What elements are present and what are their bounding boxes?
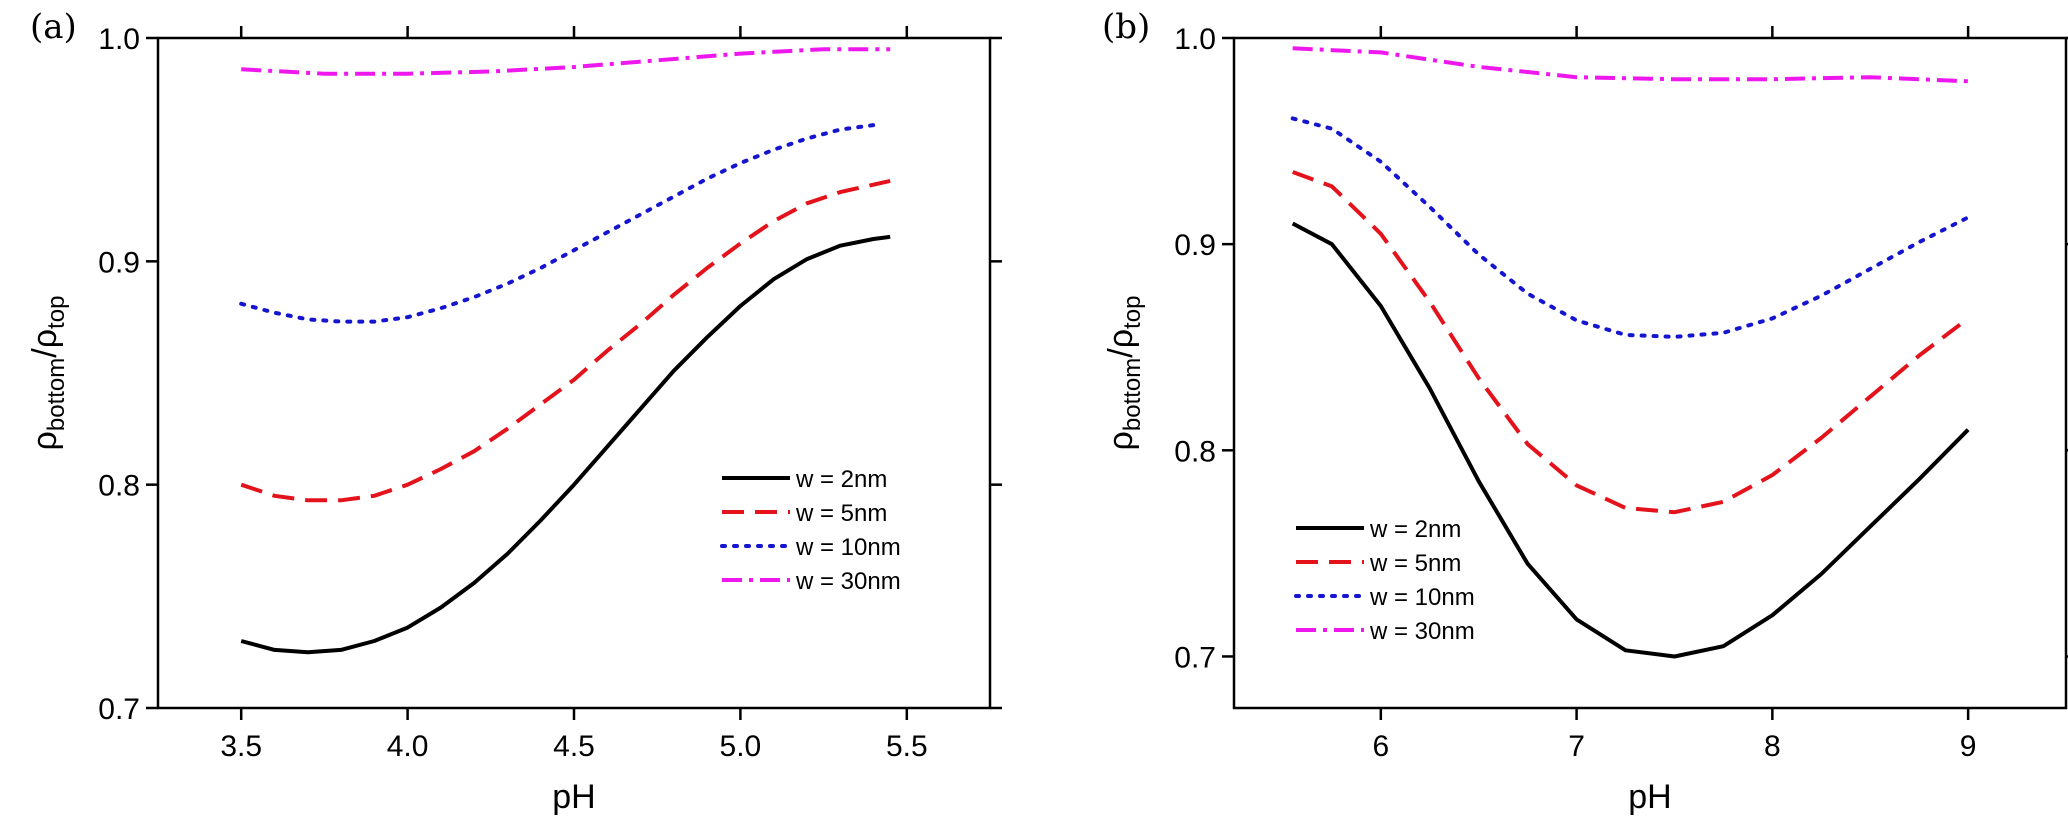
y-title-sub-bottom: bottom <box>43 358 70 431</box>
x-tick-label: 5.5 <box>886 730 928 763</box>
plot-frame <box>1232 36 2068 710</box>
x-tick-label: 8 <box>1764 730 1781 763</box>
legend-label: w = 5nm <box>1369 550 1461 577</box>
y-tick-label: 0.9 <box>98 246 140 279</box>
x-axis: 3.5 4.0 4.5 5.0 5.5 <box>220 26 928 763</box>
legend-label: w = 30nm <box>795 568 901 595</box>
series-line-4 <box>241 47 891 76</box>
series-line-4 <box>1292 46 1969 84</box>
y-axis-title: ρbottom/ρtop <box>26 296 70 451</box>
y-title-sub-bottom: bottom <box>1119 358 1146 431</box>
y-axis: 0.7 0.8 0.9 1.0 <box>1174 23 2068 674</box>
x-tick-label: 5.0 <box>720 730 762 763</box>
series-line-3 <box>1290 116 1971 339</box>
x-tick-label: 4.0 <box>387 730 429 763</box>
legend-label: w = 2nm <box>795 466 887 493</box>
series-line-3 <box>239 123 876 324</box>
x-tick-label: 4.5 <box>553 730 595 763</box>
y-tick-label: 0.7 <box>98 693 140 726</box>
plot-frame <box>156 36 992 710</box>
y-tick-label: 1.0 <box>1174 23 1216 56</box>
legend: w = 2nm w = 5nm w = 10nm w = 30nm <box>1294 516 1475 645</box>
x-axis: 6 7 8 9 <box>1372 26 1976 763</box>
x-axis-title: pH <box>552 778 595 816</box>
x-axis-title: pH <box>1628 778 1671 816</box>
y-title-sub-top: top <box>43 296 70 329</box>
y-tick-label: 0.7 <box>1174 641 1216 674</box>
y-tick-label: 1.0 <box>98 23 140 56</box>
y-axis: 0.7 0.8 0.9 1.0 <box>98 23 1002 726</box>
x-tick-label: 6 <box>1372 730 1389 763</box>
series-line-1 <box>1291 221 1970 659</box>
series-layer <box>1290 46 1971 659</box>
y-tick-label: 0.8 <box>98 470 140 503</box>
y-title-rho: ρ <box>1102 431 1140 450</box>
legend-label: w = 30nm <box>1369 618 1475 645</box>
y-title-slash-rho: /ρ <box>1102 329 1140 358</box>
y-title-sub-top: top <box>1119 296 1146 329</box>
panel-label: (a) <box>30 7 77 47</box>
x-tick-label: 3.5 <box>220 730 262 763</box>
panel-b: (b) 6 7 8 9 0.7 0.8 0.9 1.0 pH ρbottom/ρtop w … <box>1102 7 2068 816</box>
legend-label: w = 5nm <box>795 500 887 527</box>
y-axis-title: ρbottom/ρtop <box>1102 296 1146 451</box>
series-line-2 <box>240 178 891 503</box>
series-line-1 <box>240 234 891 655</box>
legend-label: w = 10nm <box>795 534 901 561</box>
legend-label: w = 2nm <box>1369 516 1461 543</box>
legend: w = 2nm w = 5nm w = 10nm w = 30nm <box>720 466 901 595</box>
y-tick-label: 0.9 <box>1174 229 1216 262</box>
panel-a: (a) 3.5 4.0 4.5 5.0 5.5 0.7 0.8 0.9 1.0 pH ρbot… <box>26 7 1002 816</box>
series-line-2 <box>1292 170 1970 515</box>
y-title-rho: ρ <box>26 431 64 450</box>
legend-label: w = 10nm <box>1369 584 1475 611</box>
panel-label: (b) <box>1102 7 1150 47</box>
series-layer <box>239 47 891 655</box>
x-tick-label: 7 <box>1568 730 1585 763</box>
y-title-slash-rho: /ρ <box>26 329 64 358</box>
x-tick-label: 9 <box>1960 730 1977 763</box>
y-tick-label: 0.8 <box>1174 435 1216 468</box>
